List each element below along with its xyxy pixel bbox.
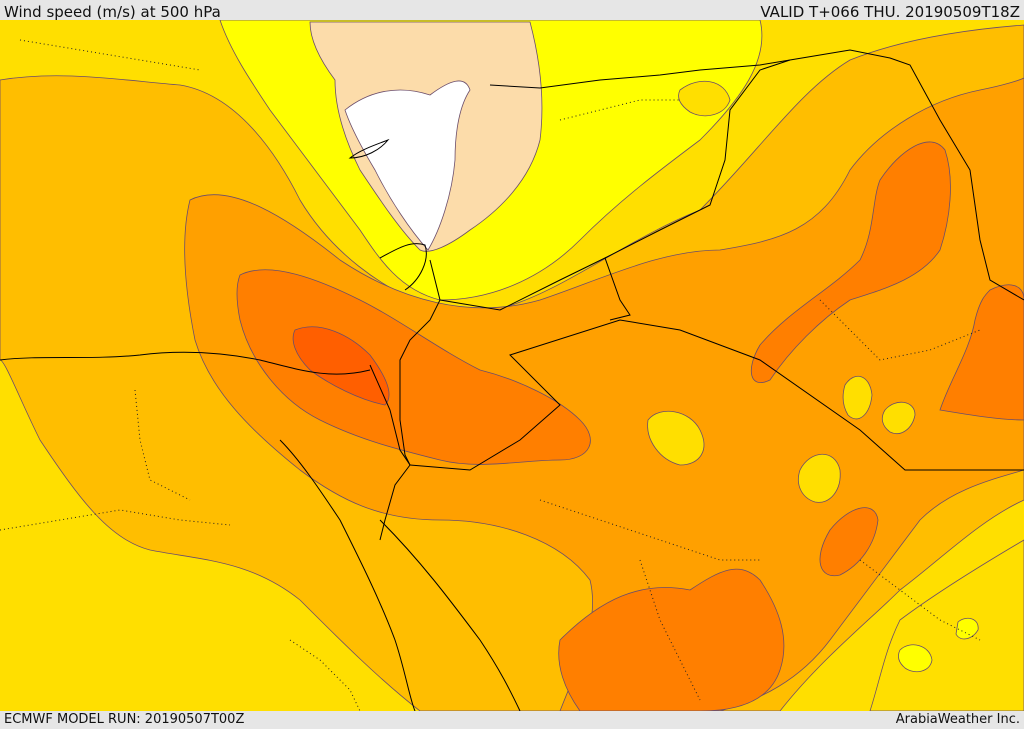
country-borders	[0, 49, 1024, 711]
coastline	[379, 243, 427, 291]
fill-level-3-pocket-1	[798, 453, 841, 503]
border-line	[399, 259, 441, 466]
admin-line	[19, 39, 201, 71]
fill-level-0-region	[344, 80, 471, 251]
fill-level-6-region-center	[236, 269, 591, 465]
border-line	[489, 59, 791, 89]
fill-level-6-region-east	[751, 141, 951, 383]
fill-level-3-pocket-3	[842, 375, 873, 420]
coastline	[348, 138, 390, 159]
fill-level-7-region	[292, 326, 390, 406]
fill-level-6-region-patch	[819, 507, 879, 577]
coastline	[0, 351, 371, 375]
fill-level-6-region-south	[558, 568, 785, 711]
admin-line	[859, 559, 981, 641]
header-bar: Wind speed (m/s) at 500 hPa VALID T+066 …	[0, 0, 1024, 21]
wind-speed-map	[0, 20, 1024, 711]
admin-line	[0, 509, 231, 531]
admin-boundaries	[0, 39, 981, 711]
fill-level-3-pocket-4	[881, 401, 916, 434]
fill-level-3-pocket-5	[678, 81, 731, 117]
fill-level-5-region	[184, 77, 1024, 711]
fill-level-2-pocket-2	[955, 617, 979, 640]
coastline	[369, 364, 411, 541]
fill-level-2-pocket-1	[898, 644, 933, 673]
coastline	[379, 519, 521, 711]
model-run-label: ECMWF MODEL RUN: 20190507T00Z	[4, 712, 245, 727]
admin-line	[819, 299, 981, 361]
credit-label: ArabiaWeather Inc.	[895, 712, 1020, 727]
valid-time-label: VALID T+066 THU. 20190509T18Z	[760, 3, 1020, 21]
fill-level-3-pocket-2	[647, 411, 705, 466]
footer-bar: ECMWF MODEL RUN: 20190507T00Z ArabiaWeat…	[0, 711, 1024, 729]
coastline	[279, 439, 416, 711]
border-line	[604, 49, 1024, 301]
border-line	[409, 319, 1024, 471]
admin-line	[559, 99, 680, 121]
map-title: Wind speed (m/s) at 500 hPa	[4, 3, 221, 21]
fill-level-6-region-far-east	[939, 284, 1024, 421]
